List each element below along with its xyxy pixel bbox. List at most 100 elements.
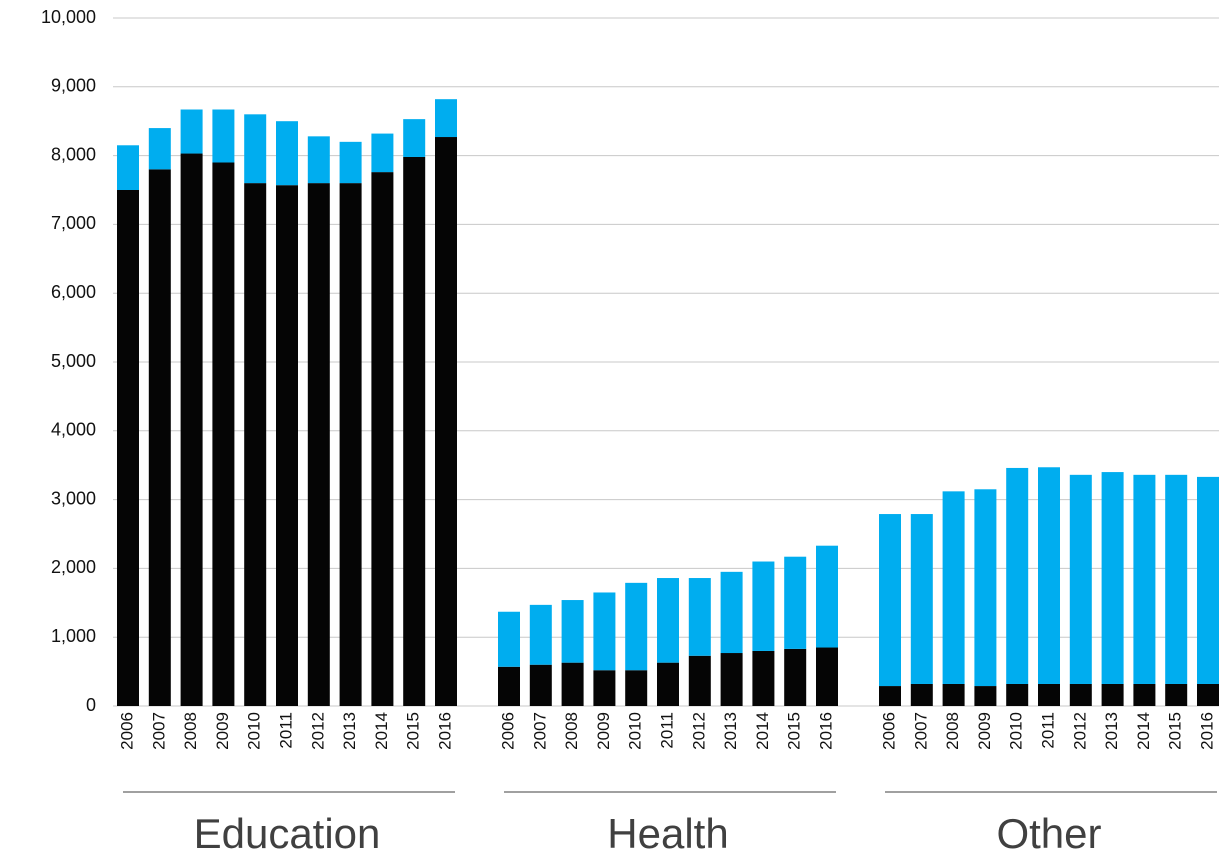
x-tick-label: 2009 bbox=[594, 712, 613, 750]
bar-segment bbox=[117, 190, 139, 706]
x-tick-label: 2012 bbox=[1070, 712, 1089, 750]
x-tick-label: 2013 bbox=[340, 712, 359, 750]
bar-segment bbox=[1165, 474, 1188, 684]
bar-segment bbox=[1006, 467, 1029, 684]
x-tick-label: 2006 bbox=[498, 712, 517, 750]
bar-segment bbox=[529, 664, 552, 706]
bar-segment bbox=[910, 683, 933, 706]
x-tick-label: 2010 bbox=[1007, 712, 1026, 750]
y-tick-label: 6,000 bbox=[51, 282, 96, 302]
bar-segment bbox=[720, 571, 743, 654]
bar-segment bbox=[720, 653, 743, 706]
y-tick-label: 1,000 bbox=[51, 626, 96, 646]
bar-segment bbox=[212, 109, 235, 163]
bar-segment bbox=[561, 600, 584, 663]
group-label: Other bbox=[996, 810, 1101, 857]
bar-segment bbox=[1133, 474, 1156, 684]
bar-segment bbox=[403, 156, 426, 706]
x-tick-label: 2011 bbox=[657, 712, 676, 749]
x-tick-label: 2006 bbox=[879, 712, 898, 750]
bar-segment bbox=[1197, 683, 1219, 706]
x-tick-label: 2016 bbox=[435, 712, 454, 750]
x-tick-label: 2015 bbox=[1166, 712, 1185, 750]
x-tick-label: 2010 bbox=[626, 712, 645, 750]
x-tick-label: 2009 bbox=[213, 712, 232, 750]
bar-segment bbox=[942, 491, 965, 684]
bar-segment bbox=[1101, 472, 1124, 684]
x-tick-label: 2007 bbox=[149, 712, 168, 750]
bar-segment bbox=[1197, 476, 1219, 684]
group-label: Education bbox=[194, 810, 381, 857]
bar-segment bbox=[784, 648, 807, 706]
bar-segment bbox=[276, 185, 298, 706]
x-tick-label: 2011 bbox=[1038, 712, 1057, 749]
bar-segment bbox=[974, 686, 997, 706]
x-tick-label: 2006 bbox=[117, 712, 136, 750]
bar-segment bbox=[625, 582, 648, 671]
bar-segment bbox=[371, 172, 394, 706]
y-tick-label: 5,000 bbox=[51, 351, 96, 371]
bar-segment bbox=[879, 686, 901, 706]
bar-segment bbox=[688, 578, 711, 656]
y-tick-label: 10,000 bbox=[41, 7, 96, 27]
y-tick-label: 8,000 bbox=[51, 144, 96, 164]
bar-segment bbox=[244, 183, 267, 706]
x-tick-label: 2014 bbox=[372, 712, 391, 750]
bar-segment bbox=[561, 662, 584, 706]
y-tick-label: 9,000 bbox=[51, 76, 96, 96]
bar-segment bbox=[117, 145, 139, 190]
y-tick-label: 4,000 bbox=[51, 420, 96, 440]
bar-segment bbox=[625, 670, 648, 706]
bar-segment bbox=[339, 141, 362, 184]
x-tick-label: 2015 bbox=[404, 712, 423, 750]
bar-segment bbox=[879, 514, 901, 687]
bar-segment bbox=[339, 183, 362, 706]
bar-segment bbox=[784, 556, 807, 649]
bar-segment bbox=[498, 611, 520, 667]
bar-segment bbox=[974, 489, 997, 687]
x-tick-label: 2016 bbox=[1197, 712, 1216, 750]
bar-segment bbox=[148, 128, 171, 170]
x-tick-label: 2014 bbox=[1134, 712, 1153, 750]
y-tick-label: 2,000 bbox=[51, 557, 96, 577]
bar-segment bbox=[1165, 683, 1188, 706]
bar-segment bbox=[307, 183, 330, 706]
bar-segment bbox=[307, 136, 330, 184]
bar-segment bbox=[212, 162, 235, 707]
x-tick-label: 2012 bbox=[308, 712, 327, 750]
x-tick-label: 2010 bbox=[245, 712, 264, 750]
bar-segment bbox=[1038, 467, 1060, 684]
bar-segment bbox=[435, 99, 457, 138]
bar-segment bbox=[942, 683, 965, 706]
x-tick-label: 2012 bbox=[689, 712, 708, 750]
group-label: Health bbox=[607, 810, 728, 857]
x-tick-label: 2016 bbox=[816, 712, 835, 750]
bar-segment bbox=[1133, 683, 1156, 706]
bar-segment bbox=[529, 604, 552, 665]
bar-segment bbox=[180, 153, 203, 706]
bar-segment bbox=[403, 119, 426, 157]
x-tick-label: 2013 bbox=[1102, 712, 1121, 750]
bar-segment bbox=[688, 655, 711, 706]
x-tick-label: 2015 bbox=[785, 712, 804, 750]
bar-segment bbox=[1069, 474, 1092, 684]
bar-segment bbox=[276, 121, 298, 186]
x-tick-label: 2009 bbox=[975, 712, 994, 750]
bar-segment bbox=[371, 133, 394, 173]
x-tick-label: 2008 bbox=[562, 712, 581, 750]
x-tick-label: 2013 bbox=[721, 712, 740, 750]
x-tick-label: 2008 bbox=[943, 712, 962, 750]
bar-segment bbox=[816, 545, 838, 648]
bar-segment bbox=[910, 514, 933, 684]
y-tick-label: 0 bbox=[86, 695, 96, 715]
bar-segment bbox=[816, 647, 838, 706]
x-tick-label: 2011 bbox=[276, 712, 295, 749]
x-tick-label: 2014 bbox=[753, 712, 772, 750]
bar-segment bbox=[593, 670, 616, 706]
x-tick-label: 2007 bbox=[911, 712, 930, 750]
bar-segment bbox=[1069, 683, 1092, 706]
bar-segment bbox=[180, 109, 203, 154]
bar-segment bbox=[148, 169, 171, 707]
bar-segment bbox=[1101, 683, 1124, 706]
